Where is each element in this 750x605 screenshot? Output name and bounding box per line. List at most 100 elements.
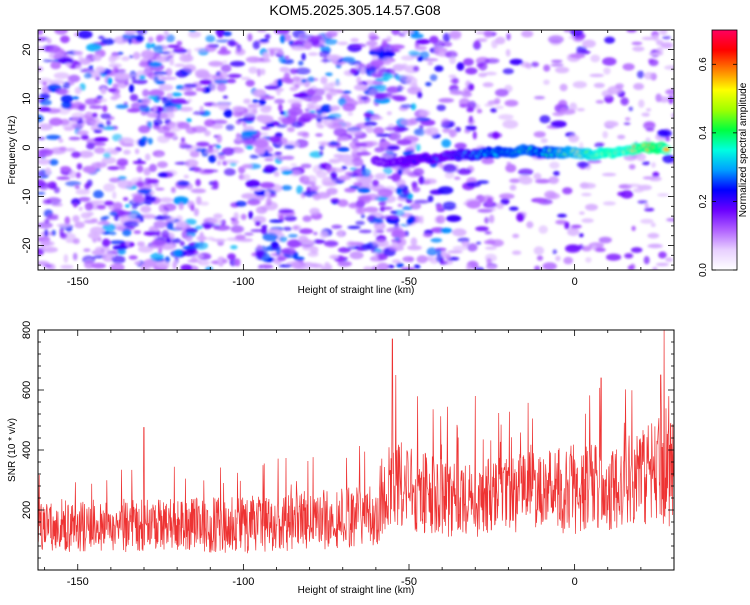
spectrogram-noise-blob (623, 122, 631, 126)
spectrogram-noise-blob (227, 253, 236, 260)
spectrogram-noise-blob (122, 197, 129, 201)
spectrogram-noise-blob (252, 40, 261, 50)
spectrogram-noise-blob (657, 129, 672, 138)
spectrogram-noise-blob (319, 150, 324, 156)
spectrogram-noise-blob (262, 232, 279, 242)
spectrogram-noise-blob (323, 240, 339, 248)
snr-y-tick-label: 800 (21, 321, 33, 339)
spectrogram-noise-blob (148, 61, 162, 68)
spectrogram-noise-blob (167, 44, 180, 49)
spectrogram-noise-blob (441, 139, 452, 148)
spectrogram-noise-blob (60, 94, 74, 104)
spectrogram-noise-blob (594, 142, 604, 148)
spectrogram-noise-blob (294, 139, 309, 148)
spectrogram-noise-blob (96, 221, 110, 225)
spectrogram-noise-blob (275, 246, 281, 256)
spectrogram-noise-blob (284, 215, 297, 222)
spectrogram-noise-blob (472, 131, 477, 140)
spectrogram-noise-blob (506, 33, 511, 41)
spectrogram-noise-blob (102, 238, 111, 248)
spectrogram-noise-blob (644, 122, 656, 127)
spectrogram-noise-blob (228, 39, 236, 47)
spectrogram-noise-blob (188, 31, 202, 38)
spectrogram-noise-blob (658, 251, 667, 259)
spectrogram-noise-blob (338, 136, 350, 142)
chart-title: KOM5.2025.305.14.57.G08 (269, 2, 440, 18)
spectrogram-noise-blob (84, 73, 92, 79)
spectrogram-noise-blob (353, 182, 363, 187)
spectrogram-noise-blob (631, 225, 636, 232)
colorbar-label: Normalized spectral amplitude (738, 82, 749, 217)
spectrogram-noise-blob (418, 175, 425, 185)
snr-panel: -150 -100 -50 0 200 400 600 800 Height of strai… (7, 321, 675, 596)
spectrogram-noise-blob (647, 243, 663, 249)
spectrogram-noise-blob (581, 192, 592, 197)
spectrogram-noise-blob (413, 264, 421, 269)
spectrogram-noise-blob (351, 150, 359, 154)
spectrogram-noise-blob (194, 47, 209, 52)
spectrogram-noise-blob (220, 46, 228, 53)
spectrogram-noise-blob (76, 163, 83, 170)
spectrogram-noise-blob (136, 165, 144, 173)
spectrogram-noise-blob (483, 30, 493, 39)
spectrogram-noise-blob (155, 214, 172, 220)
spectrogram-noise-blob (109, 231, 117, 236)
spectrogram-noise-blob (145, 42, 152, 50)
spectrogram-noise-blob (417, 56, 424, 62)
spectrogram-noise-blob (114, 213, 120, 222)
spectrogram-noise-blob (441, 118, 451, 127)
spectrogram-noise-blob (109, 263, 125, 270)
spectrogram-noise-blob (38, 114, 44, 123)
spectrogram-noise-blob (245, 179, 261, 188)
spectrogram-noise-blob (328, 113, 342, 120)
spectrogram-noise-blob (124, 204, 130, 208)
spectrogram-noise-blob (74, 185, 80, 190)
spectrogram-noise-blob (435, 203, 443, 211)
spectrogram-noise-blob (499, 193, 515, 200)
spectrogram-noise-blob (289, 86, 298, 92)
spectrogram-noise-blob (644, 203, 649, 209)
spectrogram-noise-blob (375, 229, 385, 234)
spectrogram-noise-blob (652, 34, 659, 41)
spectrogram-noise-blob (383, 166, 393, 175)
spectrogram-noise-blob (298, 60, 304, 66)
spectrogram-noise-blob (337, 147, 350, 152)
spectrogram-noise-blob (186, 48, 192, 55)
spectrogram-noise-blob (396, 263, 404, 268)
spectrogram-noise-blob (240, 76, 251, 81)
spectrogram-noise-blob (184, 159, 199, 168)
spectrogram-noise-blob (153, 105, 157, 113)
spectrogram-noise-blob (218, 154, 226, 160)
spectrogram-noise-blob (208, 60, 224, 67)
spectrogram-noise-blob (651, 162, 656, 168)
spectrogram-noise-blob (552, 249, 557, 255)
spectrogram-noise-blob (570, 30, 584, 37)
spectrogram-noise-blob (49, 117, 63, 127)
spectrogram-noise-blob (86, 179, 93, 187)
spectrogram-noise-blob (490, 107, 497, 113)
spectrogram-noise-blob (533, 246, 545, 255)
spectrogram-noise-blob (413, 168, 425, 176)
spectrogram-noise-blob (221, 258, 228, 264)
spectrogram-noise-blob (96, 204, 106, 210)
spectrogram-noise-blob (254, 146, 266, 155)
spectrogram-noise-blob (648, 59, 659, 67)
spectrogram-noise-blob (579, 211, 585, 215)
spectrogram-noise-blob (307, 251, 319, 257)
spectrogram-noise-blob (475, 226, 489, 232)
spectrogram-noise-blob (391, 259, 402, 264)
spectrogram-noise-blob (112, 191, 117, 199)
spectrogram-noise-blob (442, 163, 457, 173)
spectrogram-noise-blob (178, 202, 184, 211)
spectrogram-noise-blob (264, 85, 280, 90)
spectrogram-noise-blob (363, 206, 379, 213)
spectrogram-noise-blob (664, 65, 674, 70)
spectrogram-noise-blob (424, 126, 439, 136)
spectrogram-noise-blob (363, 112, 372, 118)
spectrogram-noise-blob (117, 51, 124, 56)
spectrogram-noise-blob (63, 254, 69, 263)
spectrogram-noise-blob (75, 189, 91, 195)
spectrogram-noise-blob (230, 245, 238, 250)
spectrogram-noise-blob (315, 133, 323, 137)
